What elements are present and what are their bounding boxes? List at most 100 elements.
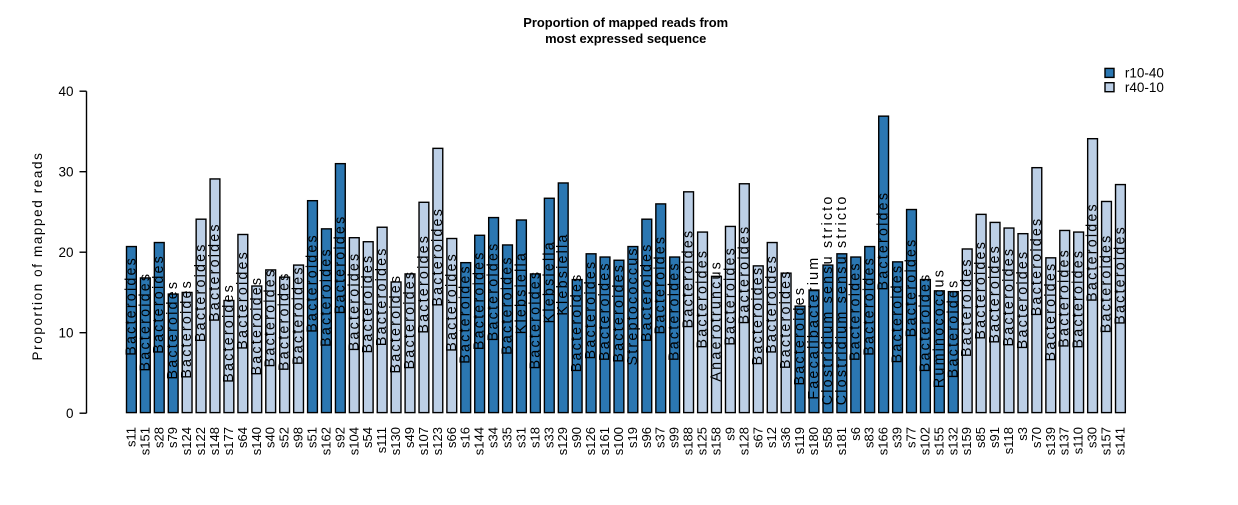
svg-text:s102: s102: [917, 427, 932, 455]
svg-text:s40: s40: [263, 427, 278, 448]
svg-text:s166: s166: [876, 427, 891, 455]
svg-text:Bacteroides: Bacteroides: [1071, 249, 1087, 349]
svg-text:s99: s99: [667, 427, 682, 448]
svg-text:s9: s9: [722, 427, 737, 441]
svg-text:s110: s110: [1071, 427, 1086, 454]
svg-text:s140: s140: [249, 427, 264, 455]
svg-text:Bacteroides: Bacteroides: [653, 235, 669, 335]
svg-text:Bacteroides: Bacteroides: [235, 250, 251, 350]
svg-text:s123: s123: [430, 427, 445, 455]
svg-text:s58: s58: [820, 427, 835, 448]
svg-text:s12: s12: [764, 427, 779, 448]
svg-text:10: 10: [58, 325, 73, 340]
svg-text:0: 0: [66, 406, 74, 421]
svg-text:Klebsiella: Klebsiella: [555, 232, 571, 315]
svg-text:s130: s130: [388, 427, 403, 455]
svg-text:Anaerotruncus: Anaerotruncus: [708, 260, 724, 382]
svg-text:Bacteroides: Bacteroides: [792, 286, 808, 386]
svg-text:Streptococcus: Streptococcus: [625, 246, 641, 365]
svg-text:s11: s11: [123, 427, 138, 447]
svg-text:s126: s126: [583, 427, 598, 455]
svg-text:s30: s30: [1085, 427, 1100, 448]
svg-text:s18: s18: [527, 427, 542, 448]
svg-text:s111: s111: [374, 427, 389, 453]
svg-text:s98: s98: [291, 427, 306, 448]
svg-text:s54: s54: [360, 427, 375, 448]
svg-text:Bacteroides: Bacteroides: [193, 242, 209, 342]
svg-text:s37: s37: [653, 427, 668, 448]
svg-text:Bacteroides: Bacteroides: [722, 246, 738, 346]
svg-text:Bacteroides: Bacteroides: [123, 256, 139, 356]
svg-text:s157: s157: [1099, 427, 1114, 455]
svg-text:Proportion of mapped reads fro: Proportion of mapped reads from: [523, 15, 728, 30]
svg-text:Proportion of mapped reads: Proportion of mapped reads: [30, 152, 45, 361]
svg-text:Bacteroides: Bacteroides: [527, 270, 543, 370]
svg-text:r40-10: r40-10: [1125, 80, 1164, 95]
svg-text:Bacteroides: Bacteroides: [444, 252, 460, 352]
svg-text:s67: s67: [750, 427, 765, 448]
svg-text:Bacteroides: Bacteroides: [374, 246, 390, 346]
svg-text:Bacteroides: Bacteroides: [277, 271, 293, 371]
svg-text:s188: s188: [681, 427, 696, 455]
svg-text:30: 30: [58, 164, 73, 179]
svg-text:s158: s158: [708, 427, 723, 455]
svg-text:s104: s104: [346, 427, 361, 455]
svg-text:Bacteroides: Bacteroides: [681, 229, 697, 329]
svg-text:Bacteroides: Bacteroides: [611, 263, 627, 363]
svg-text:s3: s3: [1015, 427, 1030, 441]
svg-text:Bacteroides: Bacteroides: [291, 265, 307, 365]
svg-text:s35: s35: [500, 427, 515, 448]
svg-text:s118: s118: [1001, 427, 1016, 454]
svg-text:Bacteroides: Bacteroides: [1043, 262, 1059, 362]
svg-text:Bacteroides: Bacteroides: [987, 244, 1003, 344]
svg-text:Bacteroides: Bacteroides: [263, 268, 279, 368]
svg-text:s39: s39: [890, 427, 905, 448]
svg-text:Bacteroides: Bacteroides: [249, 276, 265, 376]
svg-text:40: 40: [58, 84, 73, 99]
svg-text:s49: s49: [402, 427, 417, 448]
svg-text:Bacteroides: Bacteroides: [583, 260, 599, 360]
svg-text:s6: s6: [848, 427, 863, 441]
svg-text:s79: s79: [165, 427, 180, 448]
svg-text:s128: s128: [736, 427, 751, 455]
svg-text:s177: s177: [221, 427, 236, 455]
svg-text:Bacteroides: Bacteroides: [778, 269, 794, 369]
svg-text:Bacteroides: Bacteroides: [221, 283, 237, 383]
svg-text:Klebsiella: Klebsiella: [513, 251, 529, 334]
svg-text:s92: s92: [332, 427, 347, 448]
svg-text:s36: s36: [778, 427, 793, 448]
svg-text:Bacteroides: Bacteroides: [973, 240, 989, 340]
svg-text:Bacteroides: Bacteroides: [597, 261, 613, 361]
svg-text:Bacteroides: Bacteroides: [1099, 233, 1115, 333]
svg-text:Bacteroides: Bacteroides: [736, 225, 752, 325]
svg-text:Bacteroides: Bacteroides: [500, 255, 516, 355]
svg-text:s31: s31: [513, 427, 528, 448]
svg-text:s70: s70: [1029, 427, 1044, 448]
svg-text:Bacteroides: Bacteroides: [1085, 202, 1101, 302]
svg-text:Bacteroides: Bacteroides: [890, 264, 906, 364]
svg-text:Bacteroides: Bacteroides: [346, 252, 362, 352]
svg-text:Bacteroides: Bacteroides: [179, 279, 195, 379]
svg-text:Bacteroides: Bacteroides: [416, 234, 432, 334]
svg-text:Bacteroides: Bacteroides: [207, 222, 223, 322]
svg-text:Bacteroides: Bacteroides: [360, 254, 376, 354]
svg-text:s180: s180: [806, 427, 821, 455]
svg-text:s85: s85: [973, 427, 988, 448]
svg-text:s28: s28: [151, 427, 166, 448]
svg-text:Bacteroides: Bacteroides: [165, 280, 181, 380]
svg-text:Faecalibacterium: Faecalibacterium: [806, 256, 822, 400]
svg-text:Bacteroides: Bacteroides: [959, 257, 975, 357]
svg-text:s148: s148: [207, 427, 222, 455]
svg-text:Bacteroides: Bacteroides: [945, 279, 961, 379]
svg-text:s19: s19: [625, 427, 640, 448]
svg-text:Bacteroides: Bacteroides: [695, 249, 711, 349]
svg-text:s91: s91: [987, 427, 1002, 448]
svg-text:s161: s161: [597, 427, 612, 455]
svg-text:Bacteroides: Bacteroides: [472, 250, 488, 350]
svg-text:Bacteroides: Bacteroides: [137, 272, 153, 372]
svg-text:most expressed sequence: most expressed sequence: [545, 31, 706, 46]
svg-text:s100: s100: [611, 427, 626, 455]
svg-text:Bacteroides: Bacteroides: [332, 215, 348, 315]
svg-text:Bacteroides: Bacteroides: [304, 233, 320, 333]
svg-text:Bacteroides: Bacteroides: [764, 254, 780, 354]
